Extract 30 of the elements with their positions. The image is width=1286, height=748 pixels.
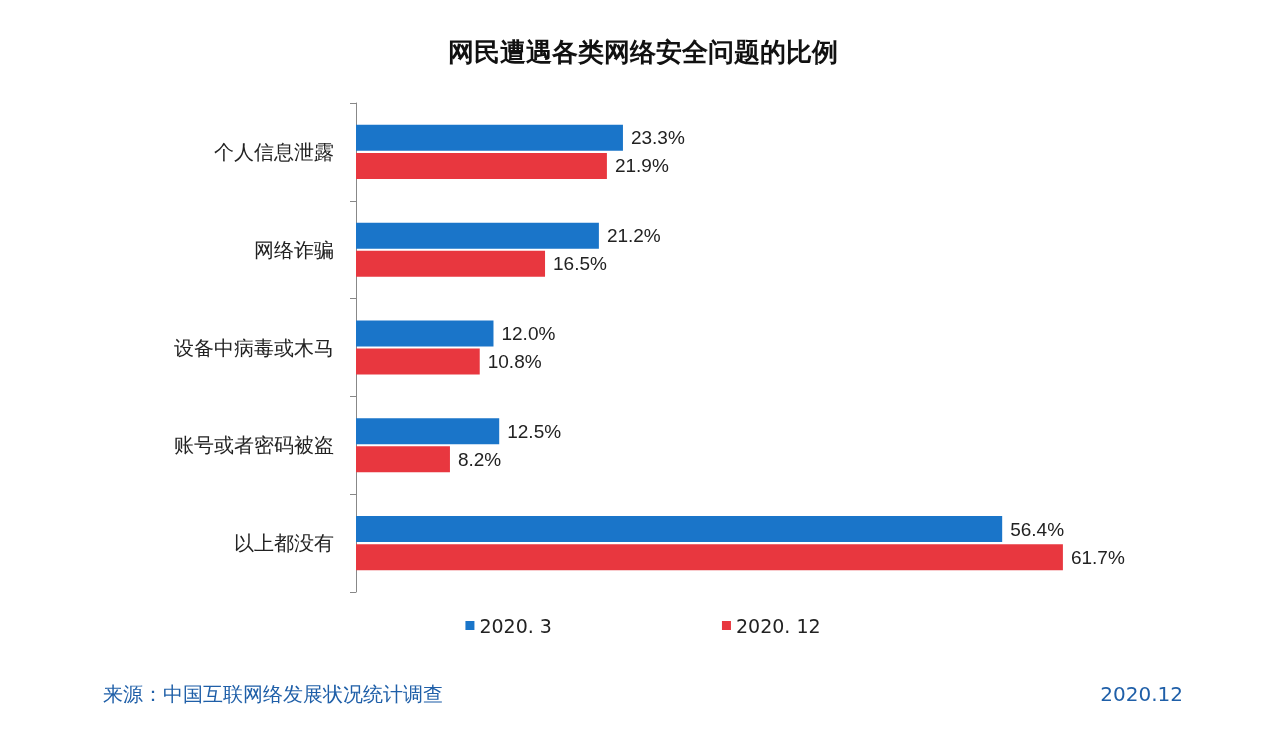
bar	[356, 516, 1003, 543]
data-label: 56.4%	[1010, 518, 1065, 540]
bar	[356, 250, 546, 277]
data-label: 23.3%	[630, 127, 685, 149]
data-label: 10.8%	[487, 351, 542, 373]
legend-label: 2020. 12	[735, 614, 821, 637]
chart-title: 网民遭遇各类网络安全问题的比例	[448, 37, 838, 67]
y-tick-label: 设备中病毒或木马	[174, 335, 334, 360]
text: 2020.12	[1100, 682, 1184, 706]
data-label: 12.5%	[507, 420, 562, 442]
bar	[356, 348, 480, 375]
y-tick-label: 以上都没有	[234, 531, 334, 556]
bar	[356, 544, 1063, 571]
legend-label: 2020. 3	[479, 614, 552, 637]
data-label: 12.0%	[501, 322, 556, 344]
data-label: 61.7%	[1070, 546, 1125, 568]
bar	[356, 124, 623, 151]
source-note: 来源：中国互联网络发展状况统计调查	[103, 682, 443, 706]
data-label: 21.9%	[614, 155, 669, 177]
bar	[356, 222, 599, 249]
data-label: 8.2%	[457, 448, 502, 470]
bar	[356, 446, 450, 473]
bar	[356, 418, 500, 445]
bar	[356, 152, 607, 179]
y-tick-label: 账号或者密码被盗	[174, 433, 334, 458]
data-label: 21.2%	[606, 225, 661, 247]
bar	[356, 320, 494, 347]
y-tick-label: 个人信息泄露	[214, 139, 334, 164]
data-label: 16.5%	[553, 253, 608, 275]
y-tick-label: 网络诈骗	[254, 237, 334, 262]
